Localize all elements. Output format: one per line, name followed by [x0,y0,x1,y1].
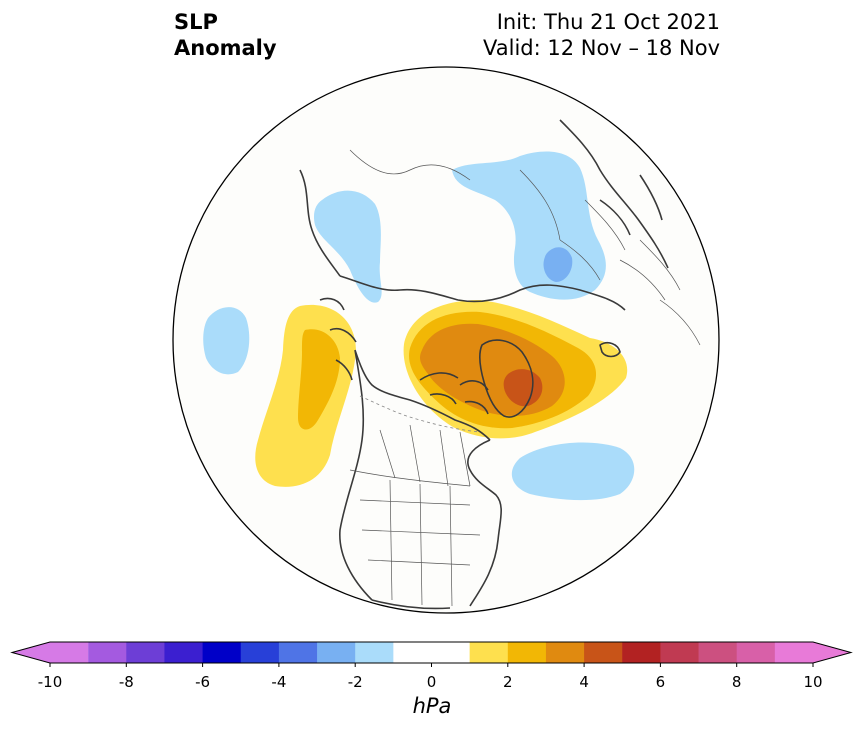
colorbar-segment [507,642,547,663]
colorbar-tick-label: 0 [426,673,437,691]
greenland-coast [479,339,534,418]
valid-range-label: Valid: 12 Nov – 18 Nov [483,36,720,60]
colorbar-segment [355,642,394,663]
arctic-circle-line [359,395,481,433]
asia-coast [299,169,626,311]
pacific-high-2hpa [298,329,340,430]
colorbar-tick-label: -2 [347,673,363,691]
arctic-archipelago [419,372,489,415]
map-title: SLP Anomaly [174,9,277,61]
colorbar-segment [584,642,623,663]
canada-provinces [379,424,471,487]
colorbar-segment [431,642,471,663]
colorbar-segment [126,642,165,663]
colorbar-segment [698,642,738,663]
colorbar-segment [88,642,127,663]
asia-borders [349,149,471,181]
colorbar-tick-label: 2 [503,673,513,691]
colorbar-segment [660,642,700,663]
iceland-coast [599,342,621,358]
colorbar-segment [774,642,851,663]
colorbar-tick-label: 8 [731,673,742,691]
colorbar-tick-label: 10 [803,673,823,691]
init-date-label: Init: Thu 21 Oct 2021 [496,10,720,34]
colorbar-tick-label: -10 [37,673,63,691]
siberia-low-2hpa [543,247,573,282]
russia-borders [519,169,626,281]
alaska-coast [319,297,357,381]
slp-anomaly-fields [203,151,635,501]
us-state-lines [359,479,481,607]
colorbar-segment [545,642,585,663]
colorbar-tick-label: 4 [579,673,589,691]
us-canada-border [349,469,471,487]
colorbar-tick-label: 6 [655,673,666,691]
north-america-coast [339,349,502,610]
atlantic-low [511,442,635,501]
title-line-2: Anomaly [174,36,277,60]
political-borders [349,149,701,607]
colorbar-segment [736,642,776,663]
title-line-1: SLP [174,10,218,34]
colorbar-tick-label: -4 [271,673,287,691]
colorbar-units-label: hPa [412,694,452,718]
colorbar-segment [12,642,89,663]
colorbar-segment [469,642,509,663]
colorbar-segment [240,642,280,663]
forecast-info: Init: Thu 21 Oct 2021 Valid: 12 Nov – 18… [483,9,720,61]
colorbar-segment [202,642,242,663]
colorbar-segment [393,642,432,663]
colorbar-tick-label: -8 [118,673,134,691]
colorbar-tick-label: -6 [195,673,211,691]
colorbar-segment [317,642,356,663]
bering-low [203,307,250,375]
colorbar-segment [622,642,661,663]
colorbar-segment [278,642,318,663]
europe-coast [559,119,669,269]
globe-boundary [172,66,720,614]
globe-map [173,67,719,613]
europe-low [313,190,382,303]
coastlines [299,119,669,610]
colorbar-segment [164,642,204,663]
colorbar [10,641,853,667]
europe-borders [619,239,701,346]
